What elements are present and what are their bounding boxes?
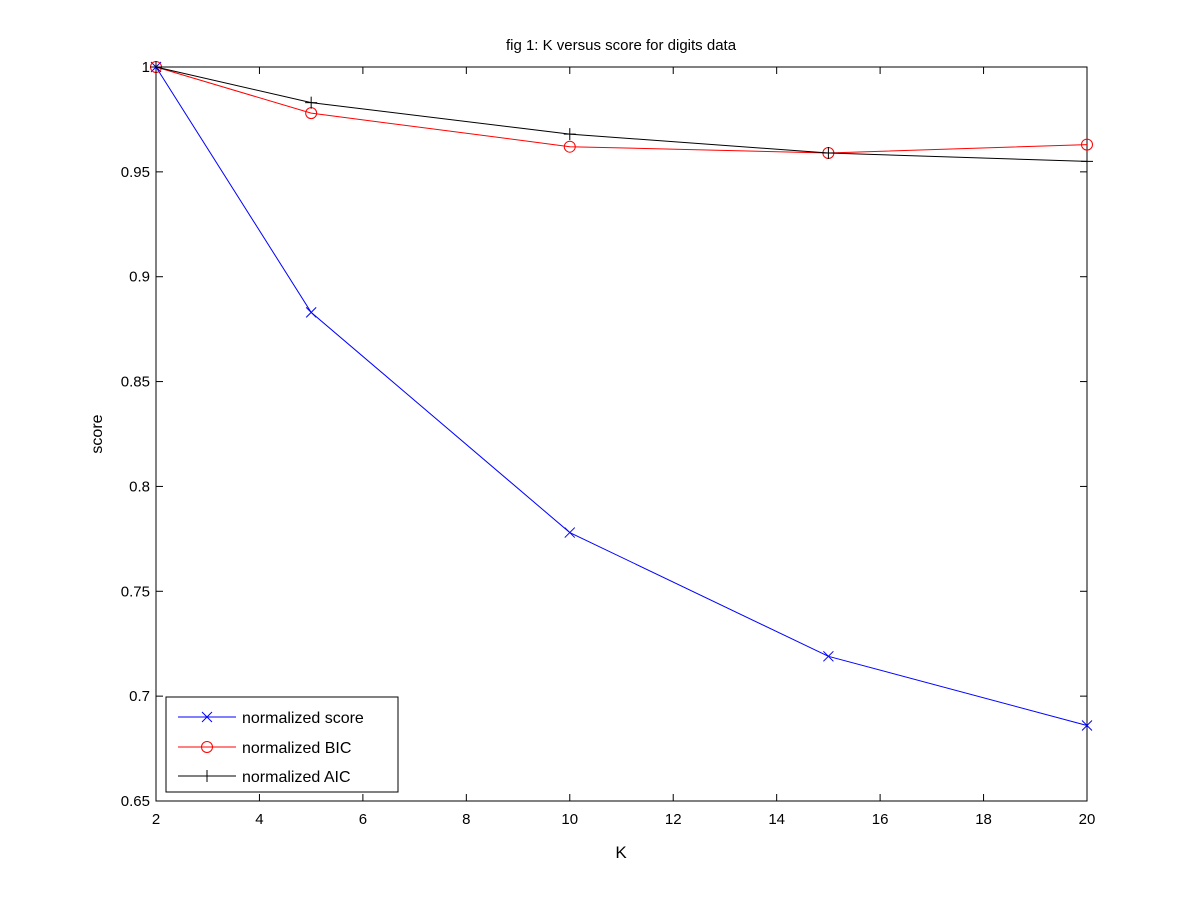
legend: normalized score normalized BIC normalized… bbox=[165, 696, 399, 793]
data-point bbox=[305, 307, 317, 318]
data-point bbox=[564, 527, 576, 538]
axes: 2 4 6 8 10 12 14 16 18 20 0.65 0.7 0.75 0.8 0.85 0.9 0.9… bbox=[121, 59, 1096, 828]
x-tick-label: 8 bbox=[462, 811, 470, 828]
legend-item: normalized AIC bbox=[178, 769, 351, 786]
legend-swatch-marker bbox=[201, 741, 213, 753]
x-tick-label: 16 bbox=[872, 811, 889, 828]
data-point bbox=[563, 128, 576, 141]
legend-swatch-marker bbox=[201, 770, 213, 782]
series-2 bbox=[150, 61, 1093, 168]
y-tick-label: 0.75 bbox=[121, 583, 150, 600]
y-tick-label: 0.7 bbox=[129, 688, 150, 705]
x-tick-label: 14 bbox=[768, 811, 785, 828]
legend-label: normalized score bbox=[242, 710, 364, 727]
data-point-stroke bbox=[823, 650, 834, 662]
x-tick-label: 20 bbox=[1079, 811, 1096, 828]
data-point bbox=[822, 146, 835, 159]
data-point-stroke bbox=[564, 527, 576, 538]
data-point bbox=[1081, 155, 1093, 168]
legend-item: normalized BIC bbox=[178, 740, 351, 757]
data-point bbox=[1081, 720, 1093, 731]
x-tick-label: 4 bbox=[255, 811, 263, 828]
y-axis-label: score bbox=[89, 414, 106, 453]
data-point bbox=[1081, 138, 1093, 151]
y-tick-label: 0.8 bbox=[129, 478, 150, 495]
y-tick-label: 1 bbox=[142, 59, 150, 76]
legend-swatch-marker-stroke bbox=[201, 711, 213, 723]
legend-label: normalized BIC bbox=[242, 740, 351, 757]
plot-area bbox=[155, 66, 1088, 802]
data-point bbox=[563, 140, 576, 153]
x-tick-label: 10 bbox=[561, 811, 578, 828]
data-point bbox=[823, 650, 834, 662]
x-tick-label: 18 bbox=[975, 811, 992, 828]
x-axis-label: K bbox=[615, 843, 627, 862]
data-point-stroke bbox=[305, 307, 317, 318]
series-0 bbox=[150, 61, 1093, 731]
legend-swatch-marker bbox=[201, 711, 213, 723]
legend-item: normalized score bbox=[178, 710, 364, 727]
series-group bbox=[150, 61, 1093, 731]
x-tick-label: 2 bbox=[152, 811, 160, 828]
x-tick-label: 12 bbox=[665, 811, 682, 828]
y-tick-label: 0.65 bbox=[121, 793, 150, 810]
chart-title: fig 1: K versus score for digits data bbox=[506, 37, 737, 54]
data-point bbox=[305, 96, 318, 109]
y-tick-label: 0.9 bbox=[129, 269, 150, 286]
x-tick-label: 6 bbox=[359, 811, 367, 828]
data-point bbox=[150, 61, 162, 73]
series-line bbox=[155, 66, 1088, 154]
legend-label: normalized AIC bbox=[242, 769, 351, 786]
y-tick-label: 0.85 bbox=[121, 374, 150, 391]
y-tick-label: 0.95 bbox=[121, 164, 150, 181]
data-point-stroke bbox=[1081, 720, 1093, 731]
